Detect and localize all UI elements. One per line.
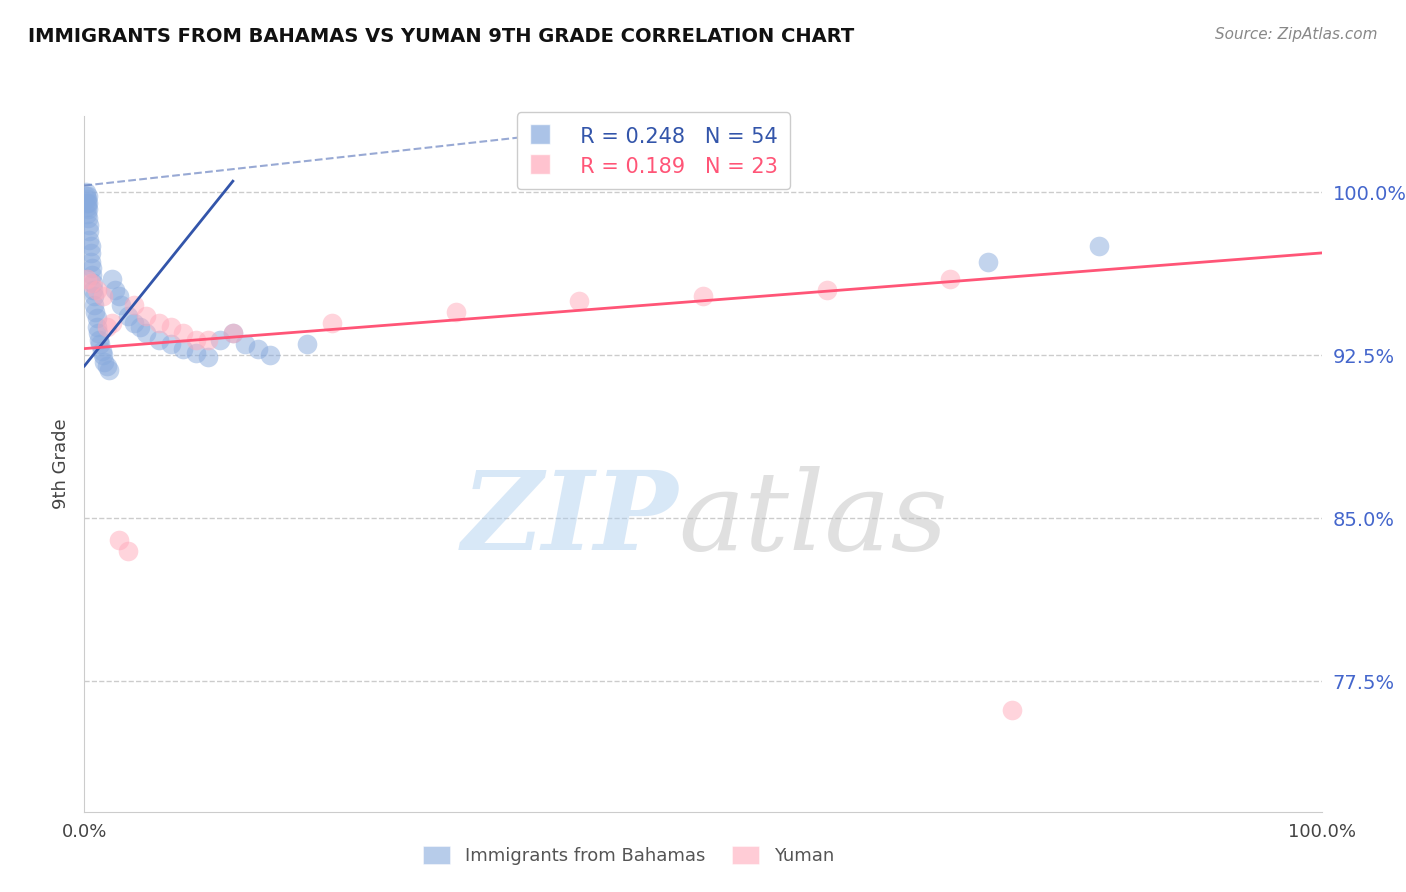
Point <box>104 283 127 297</box>
Point <box>79 233 101 247</box>
Point <box>568 293 591 308</box>
Point <box>135 326 157 341</box>
Text: Source: ZipAtlas.com: Source: ZipAtlas.com <box>1215 27 1378 42</box>
Point <box>80 268 103 282</box>
Point <box>79 277 101 291</box>
Point <box>76 207 98 221</box>
Point <box>100 316 122 330</box>
Point <box>77 195 100 210</box>
Point <box>75 189 97 203</box>
Point <box>148 316 170 330</box>
Point <box>172 342 194 356</box>
Point <box>108 289 131 303</box>
Point <box>197 333 219 347</box>
Point <box>259 348 281 362</box>
Point <box>82 283 104 297</box>
Point <box>246 342 269 356</box>
Point <box>76 272 98 286</box>
Point <box>117 543 139 558</box>
Point <box>233 337 256 351</box>
Point <box>79 224 101 238</box>
Point <box>135 309 157 323</box>
Point <box>79 246 101 260</box>
Point <box>321 316 343 330</box>
Point <box>692 289 714 303</box>
Point <box>89 333 111 347</box>
Point <box>83 298 105 312</box>
Point <box>209 333 232 347</box>
Point <box>122 298 145 312</box>
Point <box>444 304 467 318</box>
Point <box>90 343 112 358</box>
Point <box>184 333 207 347</box>
Point <box>91 348 114 362</box>
Point <box>160 319 183 334</box>
Point <box>939 272 962 286</box>
Point <box>77 202 100 217</box>
Point <box>91 289 114 303</box>
Point <box>76 200 98 214</box>
Point <box>77 189 100 203</box>
Point <box>815 283 838 297</box>
Point <box>122 316 145 330</box>
Point <box>197 351 219 365</box>
Point <box>80 261 103 276</box>
Point <box>172 326 194 341</box>
Text: atlas: atlas <box>678 466 948 574</box>
Point <box>77 211 100 226</box>
Point <box>100 272 122 286</box>
Point <box>222 326 245 341</box>
Point <box>295 337 318 351</box>
Point <box>184 346 207 360</box>
Point <box>79 239 101 253</box>
Point <box>110 298 132 312</box>
Point <box>129 319 152 334</box>
Point <box>117 309 139 323</box>
Point <box>79 218 101 232</box>
Point <box>148 333 170 347</box>
Point <box>976 254 998 268</box>
Point <box>86 311 108 326</box>
Point <box>89 337 111 351</box>
Point <box>96 359 118 373</box>
Point <box>93 354 115 368</box>
Point <box>75 185 97 199</box>
Point <box>108 533 131 547</box>
Point <box>1001 702 1024 716</box>
Text: ZIP: ZIP <box>461 466 678 574</box>
Point <box>160 337 183 351</box>
Point <box>96 319 118 334</box>
Point <box>87 326 110 341</box>
Point <box>76 195 98 210</box>
Point <box>84 304 107 318</box>
Point <box>86 283 108 297</box>
Point <box>76 192 98 206</box>
Legend: Immigrants from Bahamas, Yuman: Immigrants from Bahamas, Yuman <box>416 838 841 872</box>
Point <box>1088 239 1111 253</box>
Point <box>86 319 108 334</box>
Point <box>222 326 245 341</box>
Point <box>79 254 101 268</box>
Point <box>83 289 105 303</box>
Text: IMMIGRANTS FROM BAHAMAS VS YUMAN 9TH GRADE CORRELATION CHART: IMMIGRANTS FROM BAHAMAS VS YUMAN 9TH GRA… <box>28 27 855 45</box>
Point <box>98 363 121 377</box>
Y-axis label: 9th Grade: 9th Grade <box>52 418 70 509</box>
Point <box>82 277 104 291</box>
